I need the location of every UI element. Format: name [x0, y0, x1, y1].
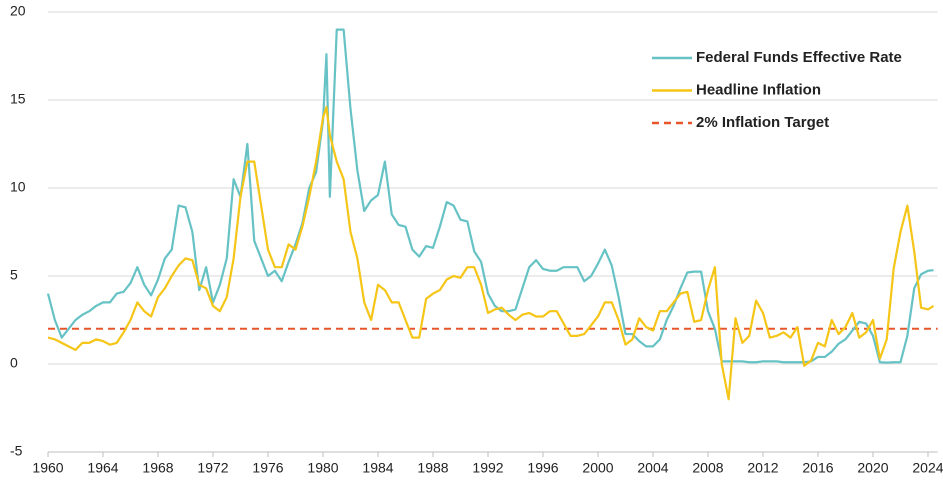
- x-tick-label: 2004: [637, 460, 668, 476]
- x-tick-label: 2012: [747, 460, 778, 476]
- x-tick-label: 1980: [307, 460, 338, 476]
- x-tick-label: 1968: [142, 460, 173, 476]
- legend-label: 2% Inflation Target: [696, 114, 829, 131]
- series-line: [46, 28, 934, 364]
- x-tick-label: 1964: [87, 460, 118, 476]
- x-tick-label: 1996: [527, 460, 558, 476]
- x-tick-label: 1984: [362, 460, 393, 476]
- y-tick-label: 20: [10, 3, 26, 19]
- x-tick-label: 1972: [197, 460, 228, 476]
- y-tick-label: 5: [10, 267, 18, 283]
- x-tick-label: 1992: [472, 460, 503, 476]
- x-tick-label: 2008: [692, 460, 723, 476]
- x-tick-label: 2020: [857, 460, 888, 476]
- x-tick-label: 1976: [252, 460, 283, 476]
- y-tick-label: 10: [10, 179, 26, 195]
- legend-label: Headline Inflation: [696, 81, 821, 98]
- x-tick-label: 1960: [32, 460, 63, 476]
- x-tick-label: 2024: [912, 460, 943, 476]
- series-line: [47, 105, 935, 401]
- y-tick-label: 0: [10, 355, 18, 371]
- x-tick-label: 2000: [582, 460, 613, 476]
- legend-label: Federal Funds Effective Rate: [696, 49, 902, 66]
- y-tick-label: -5: [10, 443, 23, 459]
- y-tick-label: 15: [10, 91, 26, 107]
- x-tick-label: 2016: [802, 460, 833, 476]
- x-tick-label: 1988: [417, 460, 448, 476]
